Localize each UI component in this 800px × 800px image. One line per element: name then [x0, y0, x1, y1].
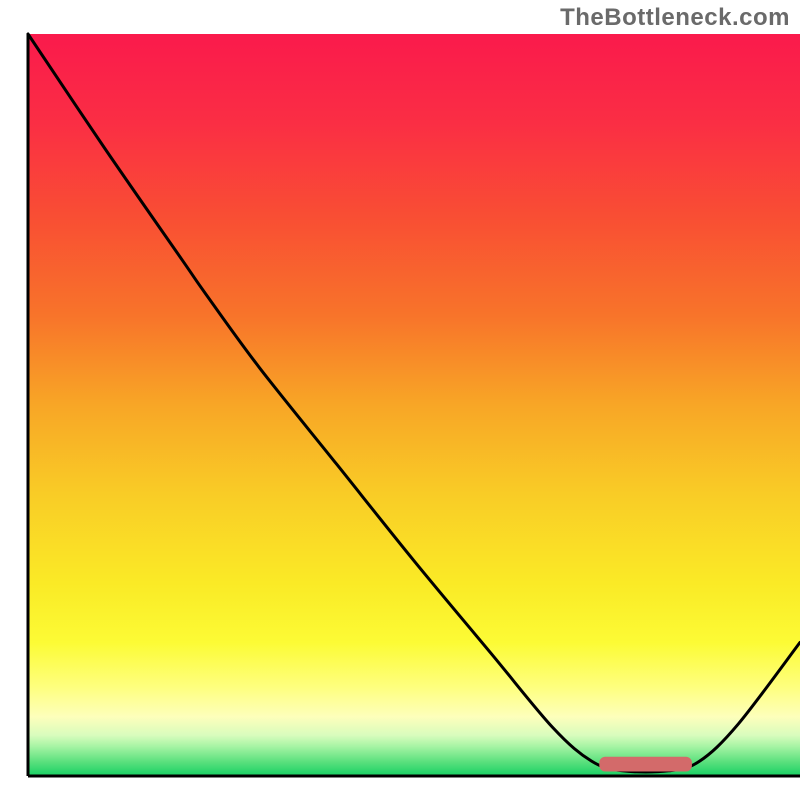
bottleneck-curve-chart [0, 0, 800, 800]
chart-container: TheBottleneck.com [0, 0, 800, 800]
chart-background [28, 34, 800, 776]
optimal-range-marker [599, 757, 692, 772]
